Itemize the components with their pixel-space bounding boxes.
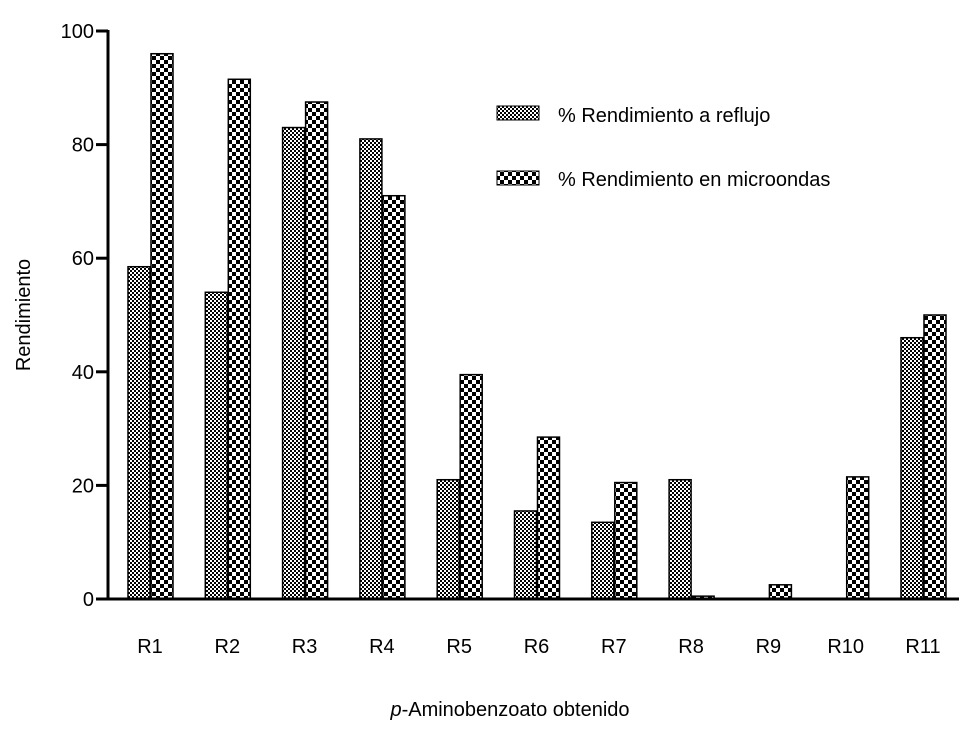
legend: % Rendimiento a reflujo % Rendimiento en…: [496, 105, 830, 191]
y-tick-labels: 0 20 40 60 80 100: [61, 21, 108, 611]
legend-label-microondas: % Rendimiento en microondas: [558, 169, 830, 191]
axes: [106, 30, 959, 601]
bar-R5-series-2: [459, 373, 483, 600]
bar-R3-series-1: [281, 126, 306, 600]
bar-R4-series-1: [359, 138, 383, 600]
x-tick-label: R9: [756, 636, 782, 658]
bar-R8-series-1: [668, 478, 692, 600]
bar-R7-series-2: [614, 481, 638, 600]
bar-R10-series-2: [845, 476, 870, 600]
y-tick-label: 20: [72, 475, 94, 497]
bar-R9-series-2: [768, 584, 793, 600]
y-tick-label: 0: [83, 589, 94, 611]
bar-R6-series-2: [536, 436, 561, 600]
bar-R7-series-1: [591, 521, 615, 600]
legend-label-reflujo: % Rendimiento a reflujo: [558, 105, 770, 127]
x-tick-label: R7: [601, 636, 627, 658]
legend-swatch-microondas: [496, 170, 540, 186]
x-tick-label: R1: [137, 636, 163, 658]
x-axis-title: p-Aminobenzoato obtenido: [389, 699, 629, 721]
y-tick-label: 60: [72, 248, 94, 270]
y-tick-label: 80: [72, 135, 94, 157]
bar-R6-series-1: [513, 510, 538, 600]
bar-R11-series-1: [900, 336, 924, 600]
bar-R1-series-2: [150, 52, 174, 600]
bar-R4-series-2: [382, 194, 406, 600]
bar-R1-series-1: [127, 265, 151, 600]
x-tick-label: R6: [524, 636, 550, 658]
x-tick-label: R11: [905, 636, 940, 658]
x-tick-label: R8: [678, 636, 704, 658]
legend-swatch-reflujo: [496, 105, 540, 121]
x-tick-label: R5: [446, 636, 472, 658]
bars: [127, 52, 947, 600]
bar-R2-series-1: [204, 291, 229, 600]
x-tick-label: R4: [369, 636, 395, 658]
x-axis-title-italic-part: p: [389, 699, 401, 721]
y-tick-label: 100: [61, 21, 94, 43]
x-tick-labels: R1 R2 R3 R4 R5 R6 R7 R8 R9 R10 R11: [137, 636, 940, 658]
x-tick-label: R2: [215, 636, 241, 658]
y-axis-title: Rendimiento: [13, 259, 35, 371]
x-tick-label: R10: [827, 636, 864, 658]
bar-R5-series-1: [436, 478, 460, 600]
bar-R3-series-2: [304, 101, 329, 600]
bar-R2-series-2: [227, 78, 252, 600]
x-axis-title-rest: -Aminobenzoato obtenido: [402, 699, 630, 721]
bar-R11-series-2: [923, 314, 947, 600]
y-tick-label: 40: [72, 362, 94, 384]
x-tick-label: R3: [292, 636, 318, 658]
